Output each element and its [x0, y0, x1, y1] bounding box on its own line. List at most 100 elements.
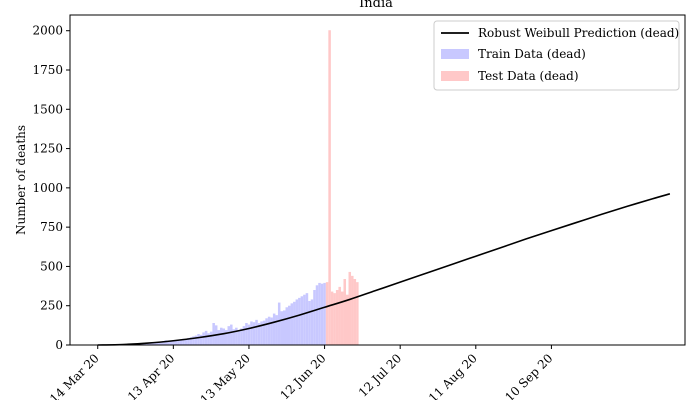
train-bar — [260, 321, 263, 345]
y-tick-label: 1000 — [32, 181, 63, 195]
chart-title: India — [359, 0, 393, 11]
train-bar — [194, 335, 198, 345]
train-bar — [288, 305, 291, 345]
train-bar — [318, 282, 321, 345]
test-bar — [335, 290, 339, 345]
train-bar — [262, 320, 266, 345]
train-bar — [197, 334, 200, 345]
test-bar — [325, 282, 329, 345]
train-bar — [303, 294, 306, 345]
train-bar — [187, 337, 190, 345]
train-bar — [162, 341, 165, 345]
train-bar — [245, 323, 248, 345]
legend-prediction-label: Robust Weibull Prediction (dead) — [478, 26, 679, 40]
y-tick-label: 2000 — [32, 24, 63, 38]
x-tick-label: 13 Apr 20 — [125, 351, 178, 400]
train-bar — [247, 324, 251, 345]
train-bar — [179, 339, 183, 345]
train-bar — [272, 313, 276, 345]
train-bar — [217, 330, 220, 345]
train-bar — [212, 323, 215, 345]
train-bar — [204, 330, 208, 345]
x-axis: 14 Mar 20 13 Apr 20 13 May 20 12 Jun 20 12 J… — [47, 345, 556, 400]
train-bar — [159, 341, 162, 345]
train-bar — [192, 336, 195, 345]
train-bar — [207, 333, 210, 345]
train-bar — [252, 322, 256, 345]
legend-box — [433, 20, 680, 91]
train-bar — [151, 342, 155, 345]
train-bar — [237, 330, 241, 345]
train-bar — [300, 296, 304, 345]
train-bar — [267, 316, 271, 345]
y-tick-label: 500 — [40, 259, 63, 273]
train-bar — [315, 285, 319, 345]
train-bar — [305, 293, 309, 345]
legend-train-label: Train Data (dead) — [478, 47, 586, 61]
train-bar — [167, 340, 170, 345]
x-tick-label: 11 Aug 20 — [426, 351, 480, 400]
train-bar — [209, 331, 213, 345]
train-bar — [308, 301, 311, 345]
x-tick-label: 13 May 20 — [198, 351, 253, 400]
y-tick-label: 750 — [40, 220, 63, 234]
test-bar — [328, 30, 331, 346]
test-bar — [333, 293, 336, 345]
test-bar — [330, 291, 334, 345]
train-bar — [174, 339, 178, 345]
train-bar — [275, 315, 278, 345]
y-axis-label: Number of deaths — [14, 125, 28, 235]
train-bar — [320, 283, 324, 345]
train-bar — [295, 299, 299, 345]
legend: Robust Weibull Prediction (dead) Train D… — [433, 20, 680, 91]
train-bar — [298, 297, 301, 345]
train-bar — [154, 342, 157, 345]
train-bar — [177, 339, 180, 345]
train-bars — [96, 282, 326, 345]
test-bar — [343, 279, 346, 345]
train-bar — [242, 326, 246, 345]
train-bar — [323, 282, 326, 345]
test-bar — [348, 271, 352, 345]
x-tick-label: 10 Sep 20 — [502, 351, 555, 400]
train-bar — [255, 319, 258, 345]
train-bar — [293, 301, 296, 345]
test-bar — [338, 286, 341, 345]
legend-test-swatch — [441, 71, 469, 81]
train-bar — [189, 337, 193, 345]
y-tick-label: 1250 — [32, 142, 63, 156]
train-bar — [164, 340, 168, 345]
y-tick-label: 1750 — [32, 63, 63, 77]
train-bar — [172, 340, 175, 345]
x-tick-label: 14 Mar 20 — [47, 351, 102, 400]
test-bar — [353, 279, 357, 345]
test-bar — [345, 294, 349, 345]
x-tick-label: 12 Jul 20 — [356, 351, 404, 399]
x-tick-label: 12 Jun 20 — [277, 351, 328, 400]
train-bar — [149, 342, 152, 345]
train-bar — [270, 317, 273, 345]
test-bar — [351, 275, 354, 345]
train-bar — [199, 334, 203, 345]
train-bar — [313, 290, 316, 345]
train-bar — [265, 318, 268, 345]
test-bars — [325, 30, 359, 346]
train-bar — [257, 323, 261, 345]
train-bar — [290, 303, 294, 345]
train-bar — [169, 340, 173, 345]
train-bar — [230, 324, 233, 345]
y-tick-label: 1500 — [32, 102, 63, 116]
train-bar — [277, 302, 281, 345]
train-bar — [310, 299, 314, 345]
train-bar — [235, 327, 238, 345]
test-bar — [340, 291, 344, 345]
train-bar — [202, 332, 205, 345]
y-tick-label: 250 — [40, 299, 63, 313]
train-bar — [184, 339, 188, 345]
prediction-line — [97, 193, 671, 346]
train-bar — [282, 310, 286, 345]
test-bar — [356, 282, 359, 345]
train-bar — [280, 311, 283, 345]
train-bar — [240, 328, 243, 345]
